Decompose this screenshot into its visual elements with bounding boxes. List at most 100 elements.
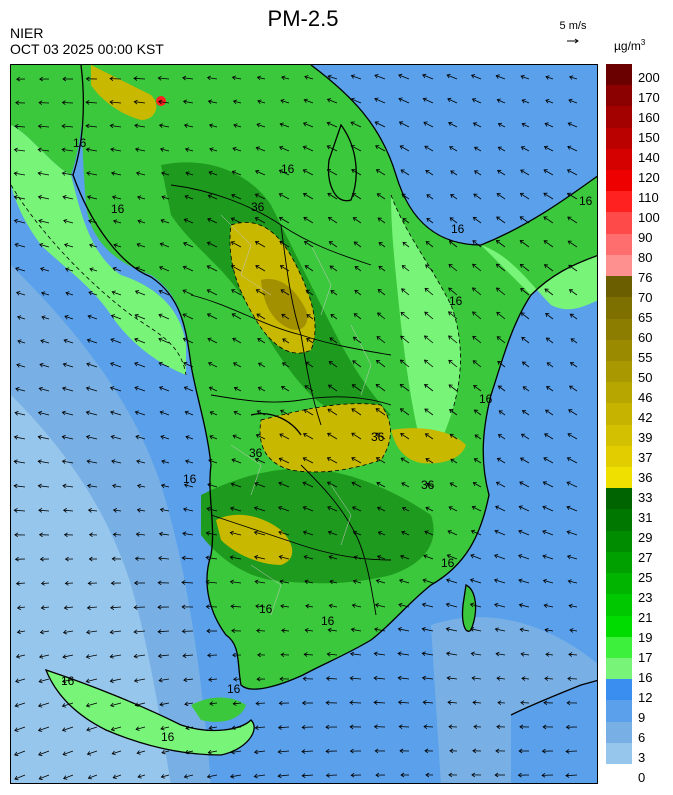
wind-arrow <box>134 678 146 682</box>
wind-arrow-head <box>208 725 213 731</box>
wind-arrow <box>498 123 506 128</box>
wind-arrow-head <box>230 604 235 609</box>
wind-arrow <box>160 148 170 152</box>
wind-arrow <box>303 217 314 224</box>
wind-arrow-head <box>325 676 330 681</box>
wind-arrow-head <box>328 603 333 609</box>
wind-arrow <box>256 434 266 440</box>
wind-arrow-head <box>15 266 20 272</box>
wind-arrow <box>232 435 242 440</box>
legend-label: 65 <box>638 310 653 325</box>
wind-arrow-head <box>402 218 407 223</box>
wind-arrow <box>498 434 506 440</box>
wind-arrow <box>38 149 50 152</box>
wind-arrow-head <box>377 217 382 222</box>
wind-arrow <box>230 581 242 584</box>
wind-arrow <box>327 193 338 200</box>
wind-arrow <box>496 263 506 272</box>
wind-arrow <box>546 386 554 392</box>
wind-arrow-head <box>470 651 475 657</box>
wind-arrow <box>398 652 410 656</box>
wind-arrow <box>448 122 458 128</box>
wind-arrow-head <box>566 505 571 511</box>
wind-arrow <box>302 482 314 488</box>
wind-arrow-head <box>279 122 284 127</box>
wind-arrow-head <box>327 408 332 413</box>
wind-arrow <box>256 313 266 320</box>
wind-arrow-head <box>373 675 378 681</box>
wind-arrow <box>304 580 314 584</box>
wind-arrow <box>424 288 434 296</box>
wind-arrow-head <box>206 628 211 634</box>
wind-arrow-head <box>256 410 261 415</box>
legend-swatch <box>606 382 632 404</box>
wind-arrow <box>40 340 50 344</box>
wind-arrow-head <box>85 702 91 708</box>
wind-arrow-head <box>541 748 546 754</box>
wind-arrow <box>498 385 506 392</box>
wind-arrow <box>38 460 50 464</box>
wind-arrow-head <box>351 169 356 173</box>
wind-arrow-head <box>373 700 378 705</box>
wind-arrow-head <box>135 726 140 731</box>
wind-arrow <box>134 630 146 633</box>
pm25-map[interactable]: 16 16 16 16 16 16 16 16 16 16 16 16 16 16 36 36 36 36 <box>10 64 598 784</box>
wind-arrow <box>232 726 242 729</box>
wind-arrow-head <box>208 458 213 464</box>
wind-arrow <box>184 386 194 392</box>
wind-arrow-head <box>38 654 44 659</box>
wind-arrow-head <box>446 675 451 681</box>
pm-high-central <box>260 403 391 472</box>
legend-label: 29 <box>638 530 653 545</box>
wind-arrow-head <box>421 651 426 656</box>
wind-arrow <box>159 702 170 706</box>
wind-arrow-head <box>521 410 527 415</box>
wind-arrow <box>134 338 146 344</box>
wind-arrow <box>185 411 194 416</box>
wind-arrow <box>159 124 170 128</box>
legend-label: 37 <box>638 450 653 465</box>
wind-arrow <box>14 149 26 152</box>
wind-arrow <box>206 508 218 512</box>
legend-swatch <box>606 657 632 680</box>
wind-arrow-head <box>277 725 282 730</box>
wind-arrow-head <box>351 384 356 389</box>
wind-arrow <box>231 459 242 464</box>
wind-arrow <box>567 433 578 440</box>
wind-arrow <box>14 172 26 176</box>
contour-label: 16 <box>161 730 175 744</box>
wind-arrow-head <box>544 433 549 438</box>
wind-arrow <box>376 193 386 200</box>
wind-vector-field <box>13 73 578 781</box>
wind-arrow <box>281 629 290 632</box>
wind-arrow <box>136 243 146 248</box>
wind-arrow <box>472 360 482 368</box>
wind-arrow-head <box>280 409 285 414</box>
wind-arrow <box>305 629 314 632</box>
wind-arrow <box>185 750 194 754</box>
wind-arrow <box>207 483 218 488</box>
wind-arrow-head <box>376 481 381 486</box>
wind-arrow <box>449 409 458 416</box>
wind-arrow-head <box>425 241 430 246</box>
legend-label: 170 <box>638 90 660 105</box>
wind-arrow <box>86 387 98 392</box>
wind-arrow <box>568 580 578 584</box>
wind-arrow-head <box>448 772 453 778</box>
wind-arrow <box>470 579 482 584</box>
wind-arrow-head <box>209 147 214 152</box>
legend-swatch <box>606 615 632 638</box>
wind-arrow-head <box>161 171 166 176</box>
wind-arrow <box>304 653 314 656</box>
wind-arrow-head <box>278 506 283 511</box>
wind-arrow-head <box>397 651 402 656</box>
wind-arrow-head <box>375 432 380 437</box>
wind-arrow-head <box>230 217 236 222</box>
wind-arrow <box>447 701 458 704</box>
wind-arrow <box>329 605 338 608</box>
wind-arrow <box>183 362 194 368</box>
wind-arrow <box>233 362 242 368</box>
wind-arrow <box>423 555 434 560</box>
legend-label: 110 <box>638 190 659 205</box>
wind-arrow <box>256 702 266 704</box>
